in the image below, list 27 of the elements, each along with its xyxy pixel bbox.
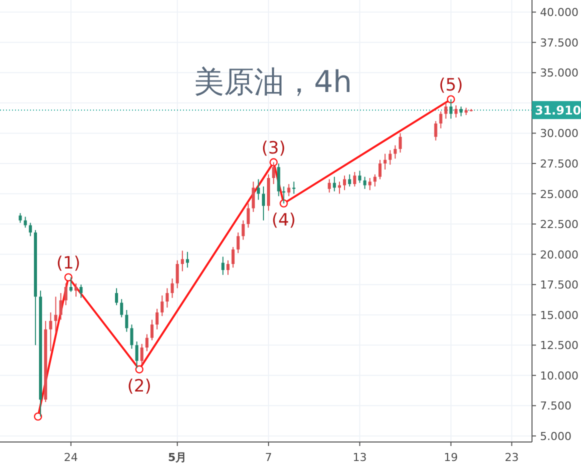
x-tick-label: 7 xyxy=(265,451,272,464)
y-tick-label: 17.500 xyxy=(540,278,578,292)
price-label: 31.910 xyxy=(532,101,581,120)
x-tick-label: 13 xyxy=(352,451,367,464)
annotation: (1) xyxy=(56,253,80,274)
y-tick-label: 10.000 xyxy=(540,369,578,382)
annotation: (5) xyxy=(438,75,463,96)
y-tick-label: 37.500 xyxy=(540,36,578,50)
y-tick-label: 40.000 xyxy=(540,6,578,20)
y-tick-label: 20.000 xyxy=(540,248,578,262)
text: 美原油，4h xyxy=(194,65,352,100)
annotation: (2) xyxy=(127,376,152,396)
y-tick-label: 12.500 xyxy=(540,339,578,352)
annotation: (3) xyxy=(262,138,286,158)
y-tick-label: 30.000 xyxy=(540,127,578,140)
y-tick-label: 22.500 xyxy=(540,218,578,232)
y-tick-label: 7.500 xyxy=(540,400,572,413)
x-tick-label: 19 xyxy=(444,451,458,464)
y-tick-label: 15.000 xyxy=(540,308,578,322)
x-tick-label: 23 xyxy=(504,451,519,464)
y-tick-label: 35.000 xyxy=(540,66,578,80)
y-tick-label: 25.000 xyxy=(540,188,578,201)
x-tick-label: 5月 xyxy=(168,451,187,464)
annotation: (4) xyxy=(272,210,296,230)
y-tick-label: 5.000 xyxy=(540,430,572,443)
y-tick-label: 27.500 xyxy=(540,157,578,170)
x-tick-label: 24 xyxy=(64,451,78,464)
